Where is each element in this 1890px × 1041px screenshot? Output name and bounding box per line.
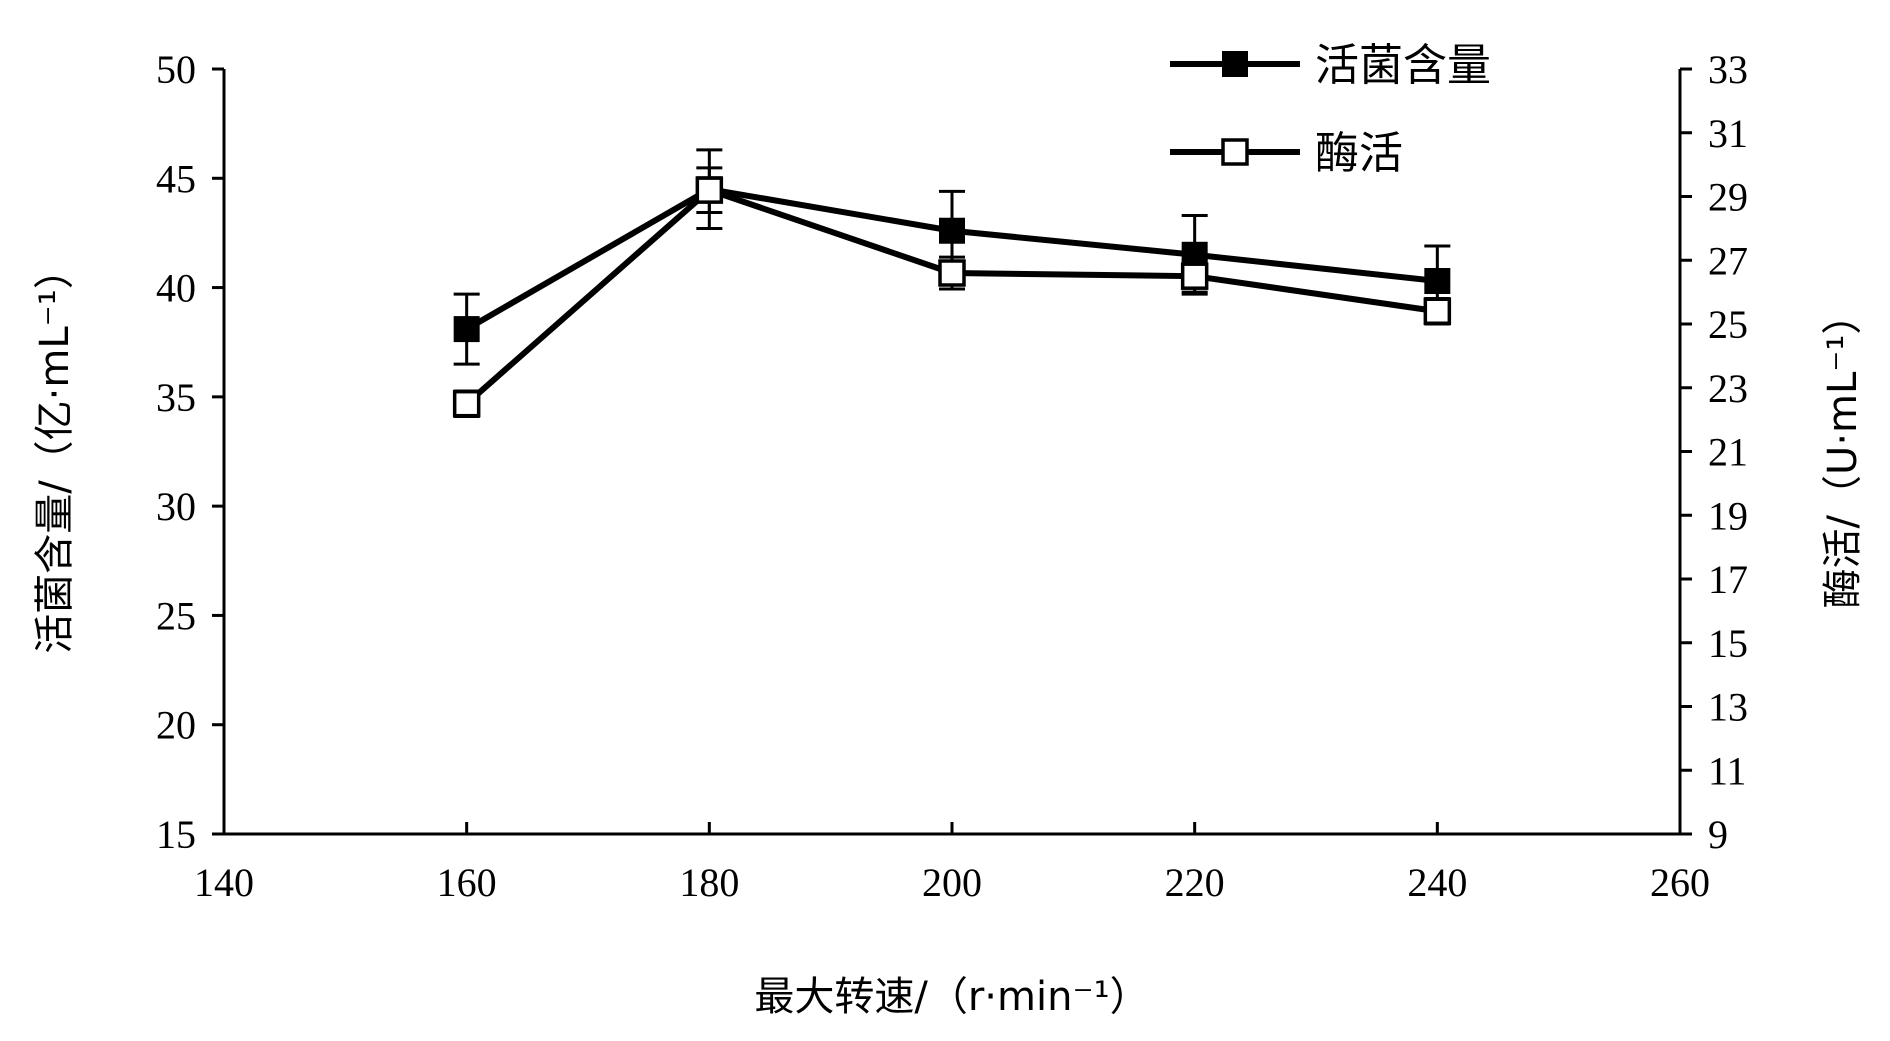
right-y-tick-label: 23 xyxy=(1708,366,1748,411)
legend-marker xyxy=(1222,51,1248,77)
left-y-axis-title: 活菌含量/（亿·mL⁻¹） xyxy=(32,249,78,654)
left-y-tick-label: 50 xyxy=(156,47,196,92)
right-y-tick-label: 21 xyxy=(1708,430,1748,475)
legend-label: 活菌含量 xyxy=(1315,40,1491,91)
data-point xyxy=(1180,262,1209,290)
right-y-tick-label: 11 xyxy=(1708,748,1747,793)
right-y-tick-label: 9 xyxy=(1708,812,1728,857)
legend-label: 酶活 xyxy=(1315,128,1403,179)
data-point xyxy=(452,389,481,418)
left-y-tick-label: 35 xyxy=(156,375,196,420)
data-point xyxy=(453,316,480,343)
right-y-tick-label: 31 xyxy=(1708,111,1748,156)
left-y-tick-label: 20 xyxy=(156,703,196,748)
left-y-tick-label: 25 xyxy=(156,593,196,638)
right-y-tick-label: 17 xyxy=(1708,557,1748,602)
right-y-tick-label: 25 xyxy=(1708,302,1748,347)
data-point xyxy=(695,176,724,204)
legend-item-1: 活菌含量 xyxy=(1170,40,1491,91)
x-tick-label: 200 xyxy=(922,860,982,905)
data-point xyxy=(939,217,965,244)
series-2 xyxy=(452,166,1452,418)
legend-item-2: 酶活 xyxy=(1170,128,1403,179)
right-y-tick-label: 13 xyxy=(1708,685,1748,730)
x-tick-label: 220 xyxy=(1165,860,1225,905)
left-y-tick-label: 30 xyxy=(156,484,196,529)
right-y-tick-label: 27 xyxy=(1708,238,1748,283)
left-y-tick-label: 40 xyxy=(156,266,196,311)
left-y-tick-label: 15 xyxy=(156,812,196,857)
data-point xyxy=(938,259,966,287)
right-y-tick-label: 33 xyxy=(1708,47,1748,92)
data-point xyxy=(1423,297,1452,325)
data-point xyxy=(1424,268,1451,295)
x-tick-label: 140 xyxy=(194,860,254,905)
left-y-tick-label: 45 xyxy=(156,156,196,201)
x-tick-label: 240 xyxy=(1407,860,1467,905)
x-axis-title: 最大转速/（r·min⁻¹） xyxy=(754,974,1149,1020)
right-y-tick-label: 15 xyxy=(1708,621,1748,666)
axes: 140 160 180 200 220 240 260 15 20 25 30 35 40 45 50 9 11… xyxy=(156,47,1748,905)
x-tick-label: 160 xyxy=(437,860,497,905)
series-layer xyxy=(452,148,1452,418)
right-y-axis-title: 酶活/（U·mL⁻¹） xyxy=(1820,295,1866,609)
x-tick-label: 260 xyxy=(1650,860,1710,905)
right-y-tick-label: 29 xyxy=(1708,175,1748,220)
legend-marker xyxy=(1221,138,1249,166)
x-tick-label: 180 xyxy=(679,860,739,905)
right-y-tick-label: 19 xyxy=(1708,493,1748,538)
